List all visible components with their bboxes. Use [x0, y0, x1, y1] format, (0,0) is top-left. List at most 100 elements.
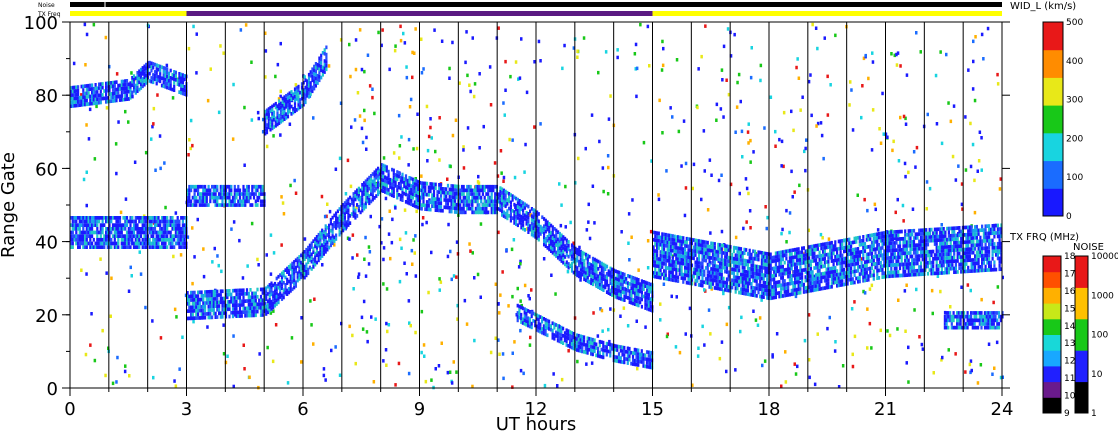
noise-cell [400, 246, 403, 250]
echo-cell [195, 297, 198, 302]
echo-cell [774, 295, 777, 300]
echo-cell [844, 263, 847, 268]
echo-cell [656, 234, 659, 239]
noise-cell [635, 319, 638, 323]
echo-cell [855, 269, 858, 273]
noise-cell [715, 118, 718, 122]
echo-cell [342, 206, 345, 211]
echo-cell [420, 185, 423, 189]
echo-cell [673, 278, 676, 283]
echo-cell [832, 247, 835, 252]
echo-cell [820, 264, 823, 269]
echo-cell [382, 163, 385, 168]
echo-cell [710, 256, 713, 260]
echo-cell [106, 216, 109, 220]
echo-cell [718, 243, 722, 247]
echo-cell [251, 306, 254, 310]
echo-cell [652, 248, 655, 253]
noise-cell [503, 113, 506, 117]
echo-cell [850, 259, 853, 263]
echo-cell [502, 214, 505, 218]
echo-cell [670, 263, 673, 267]
noise-cell [111, 381, 115, 386]
echo-cell [902, 247, 905, 252]
echo-cell [750, 285, 753, 290]
echo-cell [553, 237, 556, 242]
echo-cell [200, 290, 203, 295]
echo-cell [752, 293, 755, 297]
echo-cell [661, 272, 664, 277]
noise-cell [360, 315, 364, 320]
echo-cell [743, 269, 746, 274]
echo-cell [738, 250, 741, 255]
echo-cell [438, 201, 441, 205]
echo-cell [181, 234, 184, 238]
noise-cell [729, 54, 733, 58]
echo-cell [368, 183, 371, 187]
echo-cell [145, 237, 148, 242]
echo-cell [741, 262, 744, 266]
echo-cell [598, 282, 602, 287]
echo-cell [830, 248, 833, 252]
echo-cell [846, 245, 849, 249]
noise-cell [380, 217, 384, 221]
echo-cell [111, 234, 115, 238]
noise-cell [394, 383, 397, 387]
echo-cell [919, 261, 923, 266]
echo-cell [843, 275, 846, 279]
echo-cell [173, 234, 176, 238]
noise-cell [366, 339, 369, 344]
noise-cell [604, 50, 608, 54]
echo-cell [760, 291, 763, 295]
echo-cell [305, 251, 308, 256]
echo-cell [436, 208, 439, 213]
echo-cell [328, 245, 331, 250]
echo-cell [328, 231, 331, 235]
noise-cell [448, 66, 451, 71]
echo-cell [626, 281, 630, 285]
echo-cell [905, 251, 909, 255]
echo-cell [804, 249, 807, 254]
noise-cell [576, 49, 579, 53]
echo-cell [103, 241, 106, 246]
echo-cell [918, 228, 921, 233]
echo-cell [141, 216, 144, 220]
echo-cell [152, 230, 155, 235]
echo-cell [673, 252, 676, 257]
echo-cell [844, 249, 847, 253]
echo-cell [872, 255, 875, 259]
echo-cell [815, 273, 818, 277]
echo-cell [555, 243, 558, 247]
echo-cell [178, 237, 181, 242]
echo-cell [792, 270, 795, 274]
noise-cell [230, 227, 233, 231]
echo-cell [110, 245, 113, 249]
echo-cell [724, 244, 727, 248]
echo-cell [310, 259, 313, 264]
echo-cell [558, 246, 561, 251]
echo-cell [462, 188, 465, 193]
echo-cell [753, 249, 757, 254]
echo-cell [823, 249, 826, 254]
echo-cell [373, 185, 376, 189]
echo-cell [305, 262, 308, 267]
echo-cell [738, 246, 741, 251]
echo-cell [553, 241, 556, 246]
echo-cell [110, 237, 113, 242]
noise-cell [502, 101, 505, 105]
echo-cell [736, 253, 739, 258]
echo-cell [893, 233, 896, 238]
echo-cell [453, 191, 457, 196]
echo-cell [176, 216, 179, 220]
noise-cell [561, 66, 564, 71]
echo-cell [799, 254, 802, 258]
noise-cell [402, 31, 405, 36]
echo-cell [138, 234, 141, 238]
noise-cell [703, 169, 706, 173]
echo-cell [361, 186, 364, 191]
echo-cell [322, 230, 325, 234]
echo-cell [522, 219, 525, 224]
echo-cell [870, 255, 874, 259]
echo-cell [816, 276, 819, 281]
echo-cell [361, 201, 364, 205]
